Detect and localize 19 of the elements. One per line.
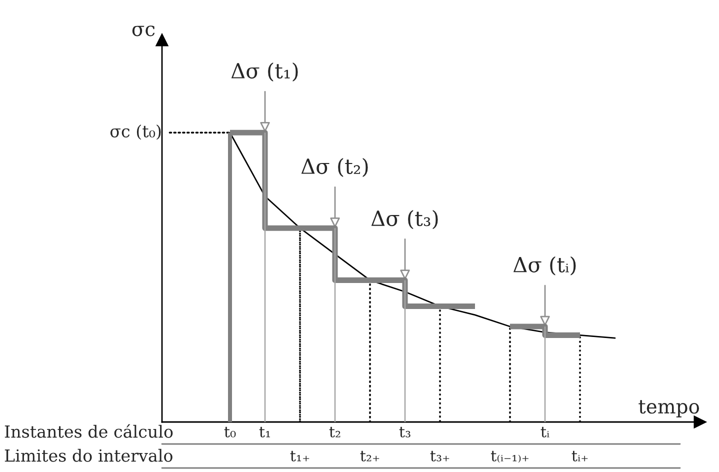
x-tick-label: tᵢ₊ (572, 450, 588, 462)
annotation: Δσ (tᵢ) (513, 256, 576, 276)
text: σc (t₀) (110, 124, 161, 140)
text: Limites do intervalo (4, 448, 172, 462)
text: σc (132, 26, 155, 36)
x-axis-title: tempo (638, 400, 700, 418)
annotation: Δσ (t₃) (371, 210, 438, 230)
x-tick-label: t₁ (259, 426, 270, 438)
annotation: Δσ (t₁) (231, 62, 298, 82)
x-tick-label: t₃₊ (430, 450, 450, 462)
text: Instantes de cálculo (4, 424, 173, 438)
annotation: Δσ (t₂) (301, 158, 368, 178)
x-tick-label: t₂₊ (360, 450, 380, 462)
x-tick-label: t₍ᵢ₋₁₎₊ (490, 450, 528, 463)
x-tick-label: t₀ (224, 426, 236, 438)
x-tick-label: t₂ (329, 426, 340, 438)
x-tick-label: t₃ (399, 426, 410, 438)
x-tick-label: tᵢ (540, 426, 550, 438)
x-tick-label: t₁₊ (290, 450, 310, 462)
